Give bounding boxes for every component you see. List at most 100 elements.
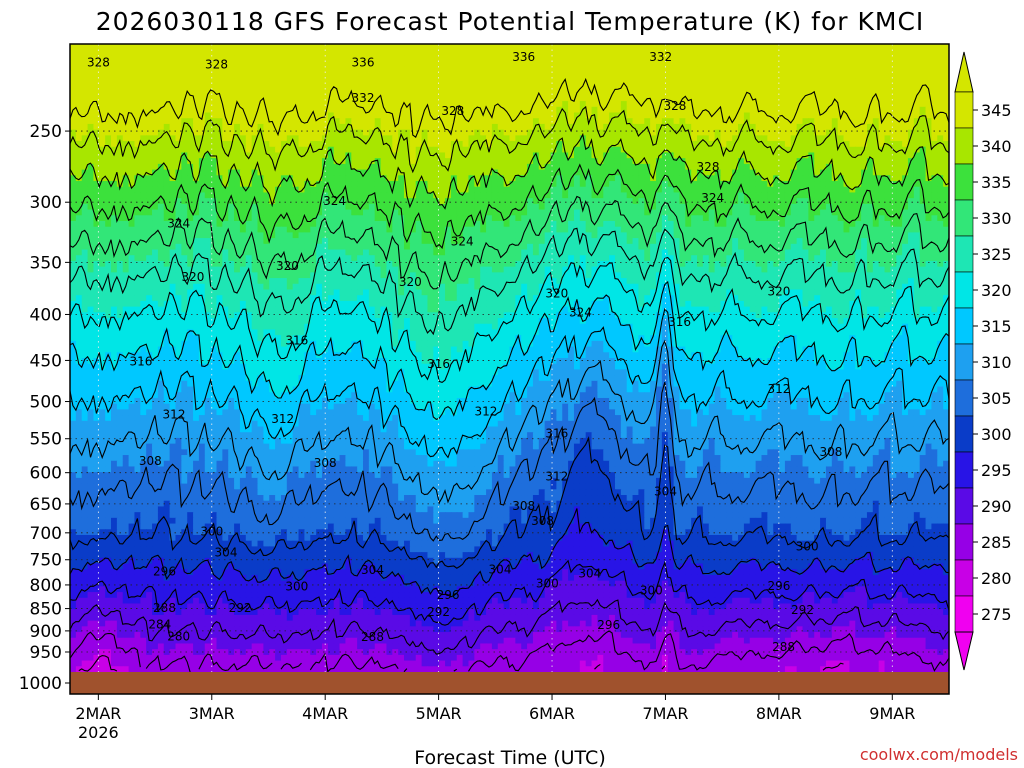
temperature-cell bbox=[87, 55, 95, 62]
temperature-cell bbox=[122, 72, 130, 79]
temperature-cell bbox=[527, 192, 534, 199]
temperature-cell bbox=[134, 198, 141, 205]
temperature-cell bbox=[796, 72, 804, 79]
temperature-cell bbox=[304, 220, 311, 228]
temperature-cell bbox=[609, 192, 616, 199]
temperature-cell bbox=[286, 106, 294, 114]
temperature-cell bbox=[527, 101, 534, 108]
temperature-cell bbox=[650, 203, 657, 211]
temperature-cell bbox=[321, 226, 329, 233]
temperature-cell bbox=[837, 203, 845, 211]
temperature-cell bbox=[497, 95, 505, 102]
temperature-cell bbox=[878, 78, 886, 85]
temperature-cell bbox=[345, 226, 352, 233]
temperature-cell bbox=[820, 101, 827, 108]
temperature-cell bbox=[890, 49, 897, 57]
temperature-cell bbox=[720, 158, 727, 165]
temperature-cell bbox=[480, 146, 487, 154]
temperature-cell bbox=[603, 220, 610, 228]
temperature-cell bbox=[181, 141, 188, 148]
temperature-cell bbox=[374, 49, 382, 57]
temperature-cell bbox=[761, 141, 768, 148]
temperature-cell bbox=[134, 83, 141, 91]
temperature-cell bbox=[333, 101, 341, 108]
temperature-cell bbox=[228, 146, 235, 154]
temperature-cell bbox=[140, 220, 147, 228]
temperature-cell bbox=[222, 44, 229, 51]
temperature-cell bbox=[146, 209, 153, 216]
temperature-cell bbox=[251, 158, 259, 165]
temperature-cell bbox=[146, 112, 153, 119]
temperature-cell bbox=[650, 152, 657, 159]
temperature-cell bbox=[720, 101, 727, 108]
temperature-cell bbox=[87, 95, 95, 102]
temperature-cell bbox=[363, 44, 370, 51]
temperature-cell bbox=[99, 55, 106, 62]
temperature-cell bbox=[445, 169, 452, 176]
temperature-cell bbox=[685, 152, 692, 159]
temperature-cell bbox=[931, 106, 938, 114]
temperature-cell bbox=[333, 146, 341, 154]
temperature-cell bbox=[890, 215, 897, 222]
temperature-cell bbox=[796, 44, 804, 51]
temperature-cell bbox=[269, 175, 276, 182]
temperature-cell bbox=[450, 186, 458, 194]
temperature-cell bbox=[486, 106, 493, 114]
temperature-cell bbox=[843, 181, 850, 188]
temperature-cell bbox=[75, 135, 83, 142]
temperature-cell bbox=[491, 192, 499, 199]
temperature-cell bbox=[831, 66, 839, 74]
temperature-cell bbox=[491, 146, 499, 154]
temperature-cell bbox=[140, 61, 147, 68]
temperature-cell bbox=[691, 44, 698, 51]
temperature-cell bbox=[515, 66, 522, 74]
temperature-cell bbox=[907, 129, 915, 136]
temperature-cell bbox=[269, 101, 276, 108]
temperature-cell bbox=[286, 78, 294, 85]
temperature-cell bbox=[433, 181, 440, 188]
temperature-cell bbox=[532, 135, 540, 142]
temperature-cell bbox=[175, 203, 182, 211]
temperature-cell bbox=[134, 135, 141, 142]
temperature-cell bbox=[193, 186, 200, 194]
temperature-cell bbox=[861, 118, 868, 125]
temperature-cell bbox=[116, 72, 124, 79]
temperature-cell bbox=[157, 55, 165, 62]
temperature-cell bbox=[814, 163, 821, 171]
temperature-cell bbox=[726, 118, 733, 125]
temperature-cell bbox=[573, 55, 581, 62]
temperature-cell bbox=[169, 146, 177, 154]
temperature-cell bbox=[708, 95, 716, 102]
temperature-cell bbox=[480, 106, 487, 114]
temperature-cell bbox=[761, 135, 768, 142]
temperature-cell bbox=[708, 89, 716, 96]
temperature-cell bbox=[146, 135, 153, 142]
temperature-cell bbox=[896, 186, 903, 194]
temperature-cell bbox=[855, 55, 862, 62]
temperature-cell bbox=[468, 118, 475, 125]
temperature-cell bbox=[462, 83, 470, 91]
temperature-cell bbox=[820, 44, 827, 51]
temperature-cell bbox=[843, 78, 850, 85]
temperature-cell bbox=[620, 72, 628, 79]
temperature-cell bbox=[679, 49, 686, 57]
temperature-cell bbox=[433, 44, 440, 51]
temperature-cell bbox=[228, 44, 235, 51]
temperature-cell bbox=[450, 83, 458, 91]
temperature-cell bbox=[925, 72, 933, 79]
temperature-cell bbox=[585, 55, 593, 62]
temperature-cell bbox=[626, 44, 634, 51]
temperature-cell bbox=[679, 186, 686, 194]
temperature-cell bbox=[445, 198, 452, 205]
temperature-cell bbox=[556, 123, 563, 131]
temperature-cell bbox=[216, 55, 223, 62]
temperature-cell bbox=[234, 89, 241, 96]
temperature-cell bbox=[937, 78, 944, 85]
temperature-cell bbox=[210, 83, 218, 91]
temperature-cell bbox=[691, 141, 698, 148]
temperature-cell bbox=[697, 186, 704, 194]
temperature-cell bbox=[790, 83, 798, 91]
temperature-cell bbox=[169, 152, 177, 159]
temperature-cell bbox=[656, 55, 663, 62]
temperature-cell bbox=[251, 101, 259, 108]
